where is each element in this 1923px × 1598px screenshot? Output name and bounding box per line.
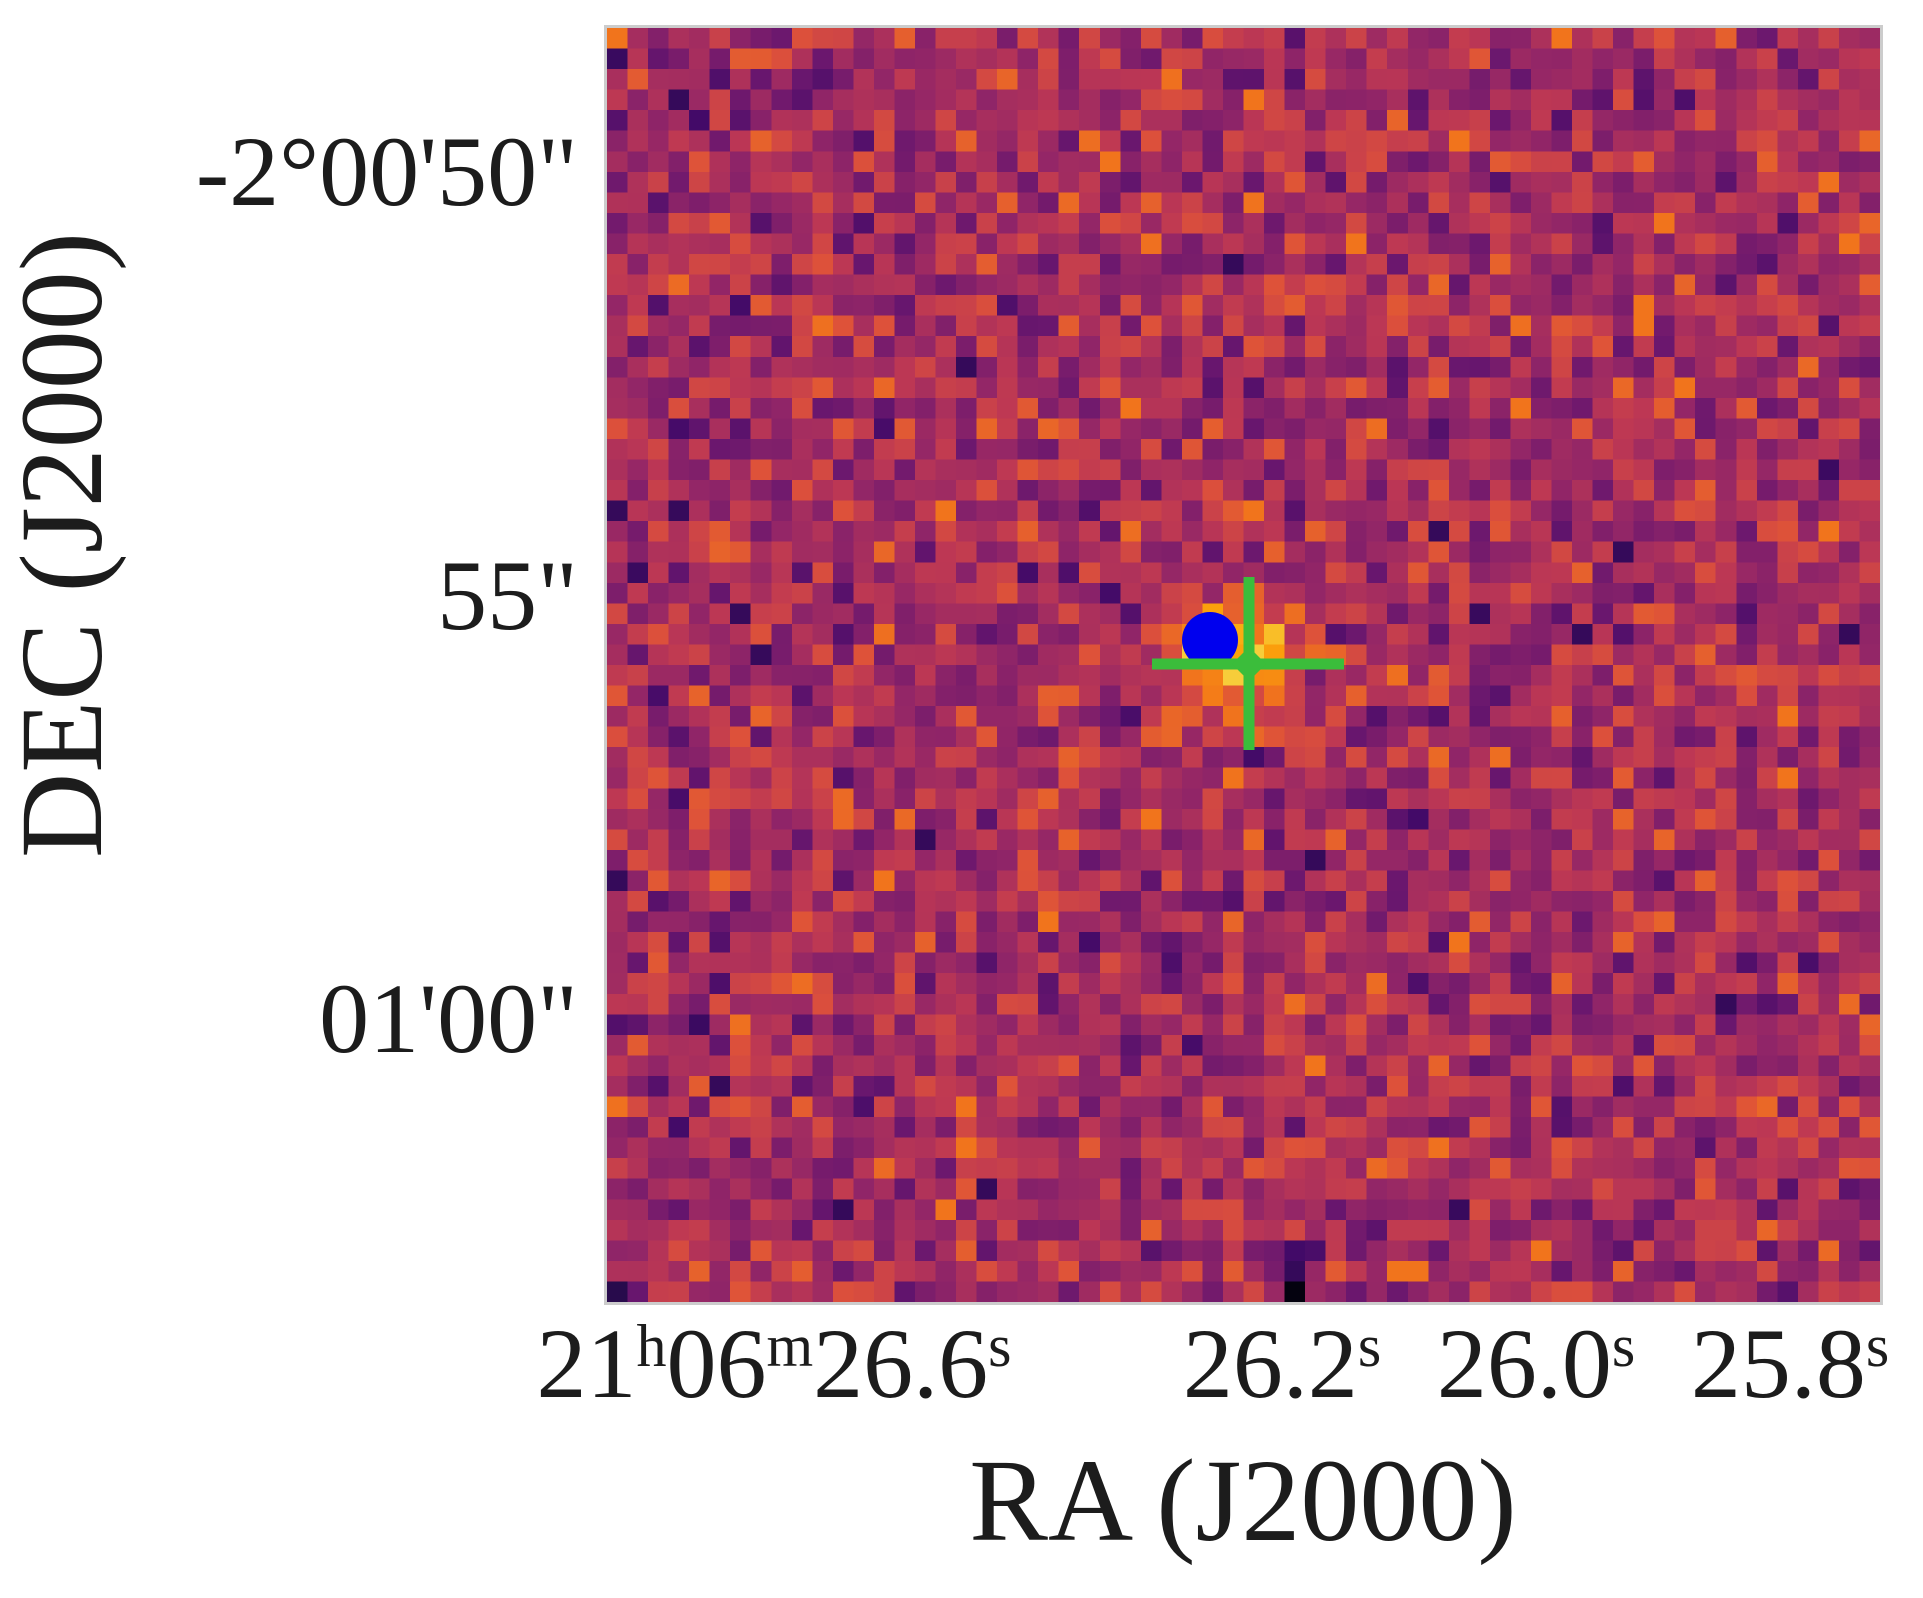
ra-tick-label: 26.2s [1182, 1308, 1382, 1419]
ra-tick-label: 25.8s [1690, 1308, 1890, 1419]
errorbar-diamond-marker [1232, 647, 1266, 681]
ra-tick-label: 21h06m26.6s [536, 1308, 1012, 1419]
marker-overlay [1152, 577, 1344, 750]
source-position-dot [1182, 612, 1238, 668]
ra-tick-label: 26.0s [1436, 1308, 1636, 1419]
y-axis-label: DEC (J2000) [0, 231, 127, 859]
dec-tick-label: 01'00" [319, 963, 578, 1074]
dec-tick-label: -2°00'50" [195, 116, 578, 227]
x-axis-label: RA (J2000) [969, 1435, 1517, 1566]
sky-image-plot [604, 25, 1883, 1305]
dec-tick-label: 55" [437, 540, 578, 651]
